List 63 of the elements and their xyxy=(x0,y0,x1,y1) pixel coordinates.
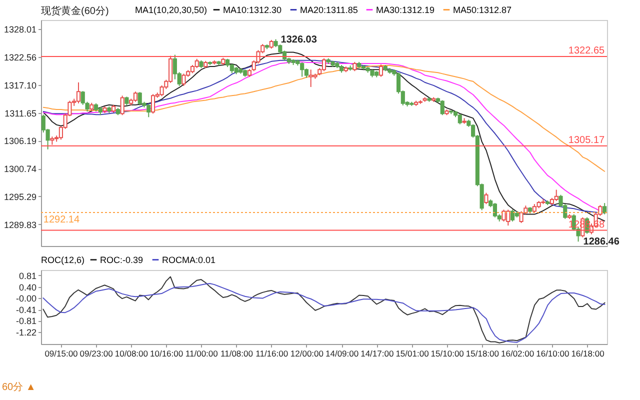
y-tick-label: 1300.74 xyxy=(4,164,36,174)
legend-label: MA30:1312.19 xyxy=(376,4,435,15)
y-tick-label: 1317.10 xyxy=(4,80,36,90)
x-tick-label: 12/00:00 xyxy=(290,348,324,358)
x-tick-label: 16/10:00 xyxy=(536,348,570,358)
text: 60分 ▲ xyxy=(2,381,36,394)
candlestick xyxy=(150,94,156,114)
y-tick-label: 1328.01 xyxy=(4,24,36,35)
y-tick-label: 0.40 xyxy=(18,282,36,292)
annotation: 1326.03 xyxy=(280,34,318,46)
y-tick-label: 1322.56 xyxy=(4,52,36,63)
x-tick-label: 15/01:00 xyxy=(396,348,430,358)
x-tick-label: 16/18:00 xyxy=(571,348,605,358)
candlestick xyxy=(378,64,384,78)
legend-title: MA1(10,20,30,50) xyxy=(135,5,208,15)
ref-line-label: 1292.14 xyxy=(43,214,80,226)
chart-title: 现货黄金(60分) xyxy=(41,5,109,17)
annotation: 1286.46 xyxy=(583,236,620,248)
ref-line-label: 1305.17 xyxy=(568,134,606,146)
candlestick xyxy=(182,73,186,86)
x-tick-label: 15/18:00 xyxy=(466,348,500,358)
x-tick-label: 09/23:00 xyxy=(80,348,114,358)
x-tick-label: 11/16:00 xyxy=(256,348,288,358)
y-tick-label: -0.00 xyxy=(16,294,36,304)
x-tick-label: 10/08:00 xyxy=(114,348,148,358)
candlestick xyxy=(502,209,506,222)
legend-label: ROCMA:0.01 xyxy=(162,254,216,265)
x-tick-label: 10/16:00 xyxy=(150,348,184,358)
candlestick xyxy=(352,61,357,72)
candlestick xyxy=(194,58,199,69)
candlestick xyxy=(484,192,488,205)
y-tick-label: 0.81 xyxy=(18,270,36,281)
candlestick xyxy=(120,95,124,116)
candlestick xyxy=(554,189,558,202)
candlestick xyxy=(492,202,498,218)
legend-label: ROC:-0.39 xyxy=(100,254,144,265)
candlestick xyxy=(440,100,444,116)
legend-label: MA10:1312.30 xyxy=(223,4,282,15)
x-tick-label: 11/00:00 xyxy=(185,348,218,358)
y-tick-label: 1306.19 xyxy=(4,136,36,146)
x-tick-label: 14/17:00 xyxy=(360,348,394,358)
legend-label: MA50:1312.87 xyxy=(453,4,512,15)
x-tick-label: 09/15:00 xyxy=(44,348,78,358)
ref-line-label: 1322.65 xyxy=(568,46,606,57)
candlestick xyxy=(602,202,607,215)
y-tick-label: 1311.65 xyxy=(4,108,36,118)
legend-label: MA20:1311.85 xyxy=(300,4,358,15)
x-tick-label: 15/10:00 xyxy=(430,348,464,358)
candlestick xyxy=(510,209,515,222)
candlestick xyxy=(76,82,81,104)
x-tick-label: 11/08:00 xyxy=(220,348,254,358)
y-tick-label: 1289.83 xyxy=(4,220,36,230)
line-series xyxy=(42,65,606,172)
candlestick xyxy=(322,58,326,72)
x-tick-label: 16/02:00 xyxy=(501,348,534,358)
x-tick-label: 14/09:00 xyxy=(326,348,359,358)
y-tick-label: -1.22 xyxy=(16,328,36,338)
y-tick-label: -0.81 xyxy=(16,316,36,326)
y-tick-label: 1295.29 xyxy=(4,192,36,202)
candlestick xyxy=(458,114,462,125)
y-tick-label: -0.41 xyxy=(16,305,36,316)
legend-title: ROC(12,6) xyxy=(41,255,85,265)
candlestick xyxy=(133,91,138,102)
